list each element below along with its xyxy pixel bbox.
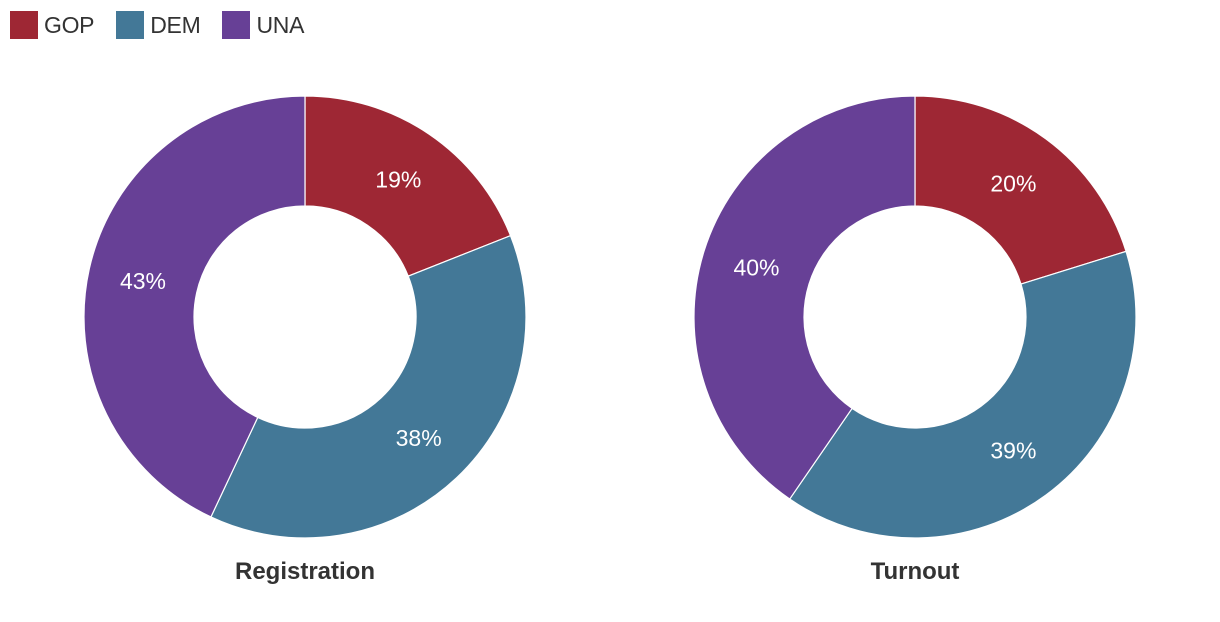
legend-item-una: UNA: [222, 11, 304, 39]
turnout-chart-title: Turnout: [871, 558, 960, 585]
legend-swatch-gop: [10, 11, 38, 39]
legend-item-gop: GOP: [10, 11, 95, 39]
turnout-slice-dem: [788, 250, 1137, 539]
registration-slice-dem: [210, 234, 527, 539]
turnout-slice-gop: [914, 95, 1127, 285]
legend-swatch-dem: [116, 11, 145, 39]
turnout-slice-label-una: 40%: [733, 255, 779, 281]
registration-slice-una: [83, 95, 306, 518]
registration-slice-label-gop: 19%: [375, 167, 421, 193]
turnout-slice-label-gop: 20%: [990, 170, 1036, 196]
legend-label-dem: DEM: [150, 11, 201, 38]
registration-donut-chart: 19% 38% 43% Registration: [83, 95, 527, 585]
registration-chart-title: Registration: [235, 558, 375, 585]
legend: GOP DEM UNA: [10, 10, 326, 40]
legend-label-gop: GOP: [44, 11, 95, 38]
legend-item-dem: DEM: [116, 11, 201, 39]
turnout-donut-chart: 20% 39% 40% Turnout: [693, 95, 1137, 585]
registration-slice-label-dem: 38%: [396, 425, 442, 451]
turnout-slice-label-dem: 39%: [990, 438, 1036, 464]
registration-slice-gop: [304, 95, 512, 277]
turnout-slice-una: [693, 95, 916, 500]
legend-label-una: UNA: [256, 11, 305, 38]
legend-swatch-una: [222, 11, 251, 39]
registration-slice-label-una: 43%: [120, 268, 166, 294]
